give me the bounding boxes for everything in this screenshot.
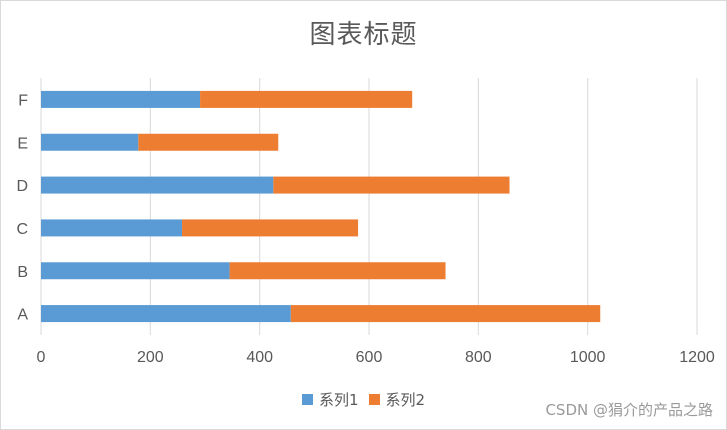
legend-label-series-2: 系列2 — [385, 391, 426, 409]
legend-item-series-1: 系列1 — [301, 389, 359, 410]
x-tick-label: 1200 — [679, 349, 715, 366]
x-tick-label: 800 — [465, 349, 492, 366]
x-tick-label: 200 — [137, 349, 164, 366]
y-tick-label-D: D — [16, 178, 28, 195]
bar-D-series-1 — [41, 176, 274, 194]
bar-B-series-1 — [41, 262, 230, 280]
bar-E-series-2 — [138, 133, 279, 151]
bar-D-series-2 — [273, 176, 510, 194]
bar-F-series-1 — [41, 90, 201, 108]
bar-C-series-1 — [41, 219, 183, 237]
bar-B-series-2 — [229, 262, 446, 280]
y-tick-label-F: F — [18, 92, 28, 109]
y-tick-label-E: E — [17, 135, 28, 152]
legend-label-series-1: 系列1 — [318, 391, 359, 409]
x-tick-label: 1000 — [570, 349, 606, 366]
legend-item-series-2: 系列2 — [368, 389, 426, 410]
y-tick-label-C: C — [16, 221, 28, 238]
chart-legend: 系列1 系列2 — [0, 389, 727, 410]
x-tick-label: 0 — [37, 349, 46, 366]
bar-A-series-1 — [41, 305, 291, 323]
x-tick-label: 400 — [246, 349, 273, 366]
chart-title: 图表标题 — [309, 20, 418, 50]
legend-swatch-series-2 — [368, 394, 380, 405]
x-tick-label: 600 — [356, 349, 383, 366]
legend-swatch-series-1 — [301, 394, 313, 405]
bar-F-series-2 — [200, 90, 413, 108]
y-tick-label-A: A — [17, 307, 28, 324]
watermark: CSDN @狷介的产品之路 — [545, 401, 713, 419]
bar-E-series-1 — [41, 133, 139, 151]
y-tick-label-B: B — [17, 264, 28, 281]
bar-C-series-2 — [182, 219, 359, 237]
bar-A-series-2 — [290, 305, 601, 323]
